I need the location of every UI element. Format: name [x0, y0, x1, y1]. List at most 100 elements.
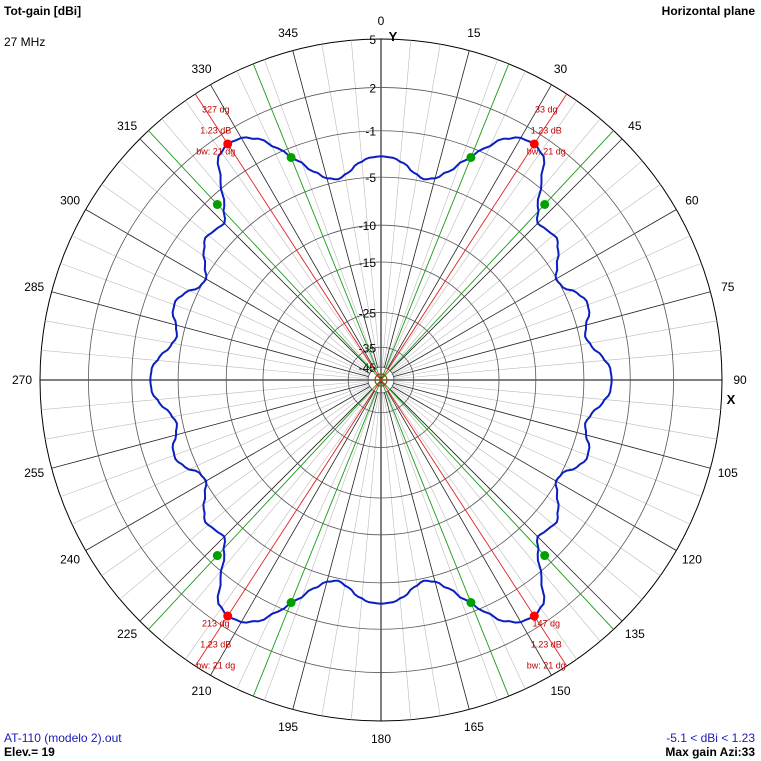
center-marker: [374, 373, 388, 387]
radial-line-minor: [60, 384, 369, 497]
radial-line-minor: [119, 160, 372, 372]
angle-tick-label: 270: [12, 373, 32, 387]
angle-tick-label: 15: [467, 26, 481, 40]
angle-tick-label: 225: [117, 627, 137, 641]
grid-ring: [262, 261, 500, 499]
angle-tick-label: 75: [721, 280, 735, 294]
angle-tick-label: 240: [60, 553, 80, 567]
max-gain-annotation: 1.23 dB: [200, 125, 231, 135]
x-axis-letter: X: [727, 392, 736, 407]
beamwidth-point: [540, 199, 550, 209]
radial-line-minor: [321, 392, 380, 716]
angle-tick-label: 300: [60, 194, 80, 208]
grid-ring: [347, 346, 415, 414]
angle-tick-label: 330: [191, 62, 211, 76]
beamwidth-line: [252, 379, 382, 697]
radial-line-minor: [392, 385, 691, 525]
radial-line-major: [393, 291, 711, 378]
radial-line-minor: [45, 320, 369, 379]
radial-line-major: [393, 382, 711, 469]
radial-line-minor: [161, 118, 373, 371]
radial-line-minor: [393, 320, 717, 379]
radial-line-minor: [382, 44, 441, 368]
max-gain-point: [223, 611, 233, 621]
radial-line-minor: [101, 184, 371, 373]
radial-line-minor: [390, 160, 643, 372]
beamwidth-line: [380, 379, 614, 630]
radial-line-minor: [385, 392, 498, 701]
beamwidth-line: [252, 63, 382, 381]
max-gain-annotation: bw: 21 dg: [527, 146, 566, 156]
angle-tick-label: 345: [278, 26, 298, 40]
radial-line-major: [389, 138, 623, 372]
radial-line-minor: [236, 70, 376, 369]
radial-line-minor: [392, 235, 691, 375]
beamwidth-point: [212, 551, 222, 561]
radial-line-major: [389, 388, 623, 622]
ring-label: 5: [369, 33, 376, 47]
beamwidth-line: [380, 379, 510, 697]
pattern-curve: [149, 136, 613, 624]
radial-line-minor: [389, 389, 601, 642]
radial-line-minor: [393, 384, 702, 497]
grid-ring: [225, 224, 537, 536]
beamwidth-point: [212, 199, 222, 209]
beamwidth-line: [148, 379, 382, 630]
max-gain-annotation: 1.23 dB: [531, 125, 562, 135]
radial-line-minor: [391, 184, 661, 373]
radial-line-minor: [386, 70, 526, 369]
radial-line-minor: [389, 118, 601, 371]
radial-line-minor: [393, 349, 721, 380]
plane-label: Horizontal plane: [661, 4, 755, 18]
angle-tick-label: 120: [682, 553, 702, 567]
max-gain-annotation: bw: 21 dg: [196, 661, 235, 671]
radial-line-major: [292, 392, 379, 710]
angle-tick-label: 150: [550, 684, 570, 698]
max-gain-annotation: 1.23 dB: [531, 640, 562, 650]
radial-line-minor: [41, 349, 369, 380]
grid-ring: [367, 366, 395, 394]
radial-line-minor: [236, 391, 376, 690]
max-gain-point: [529, 139, 539, 149]
radial-line-minor: [41, 380, 369, 411]
angle-tick-label: 135: [625, 627, 645, 641]
angle-tick-label: 255: [24, 466, 44, 480]
max-gain-point: [223, 139, 233, 149]
grid-ring: [313, 312, 449, 448]
radial-line-minor: [393, 380, 721, 411]
radial-line-major: [139, 138, 373, 372]
radial-line-minor: [45, 381, 369, 440]
max-gain-annotation: 1.23 dB: [200, 640, 231, 650]
radial-line-minor: [386, 391, 526, 690]
radial-line-minor: [101, 387, 371, 576]
beamwidth-line: [380, 63, 510, 381]
max-gain-annotation: 147 dg: [533, 619, 561, 629]
radial-line-major: [210, 391, 375, 676]
radial-line-major: [51, 382, 369, 469]
max-gain-annotation: 33 dg: [535, 104, 558, 114]
angle-tick-label: 45: [628, 119, 642, 133]
quantity-label: Tot-gain [dBi]: [4, 4, 82, 18]
max-gain-annotation: 327 dg: [202, 104, 230, 114]
ring-label: -1: [365, 125, 376, 139]
angle-tick-label: 30: [554, 62, 568, 76]
radial-line-minor: [60, 263, 369, 376]
radial-line-minor: [71, 385, 370, 525]
ring-label: -5: [365, 171, 376, 185]
ring-label: -45: [359, 361, 377, 375]
ring-label: -10: [359, 219, 377, 233]
radial-line-major: [51, 291, 369, 378]
angle-tick-label: 60: [685, 194, 699, 208]
radial-line-major: [392, 386, 677, 551]
ring-label: 2: [369, 81, 376, 95]
radial-line-minor: [71, 235, 370, 375]
max-gain-line: [380, 93, 568, 381]
radial-line-major: [85, 386, 370, 551]
y-axis-letter: Y: [389, 29, 398, 44]
radial-line-minor: [264, 59, 377, 368]
max-gain-point: [529, 611, 539, 621]
max-gain-annotation: bw: 21 dg: [527, 661, 566, 671]
beamwidth-line: [148, 130, 382, 381]
